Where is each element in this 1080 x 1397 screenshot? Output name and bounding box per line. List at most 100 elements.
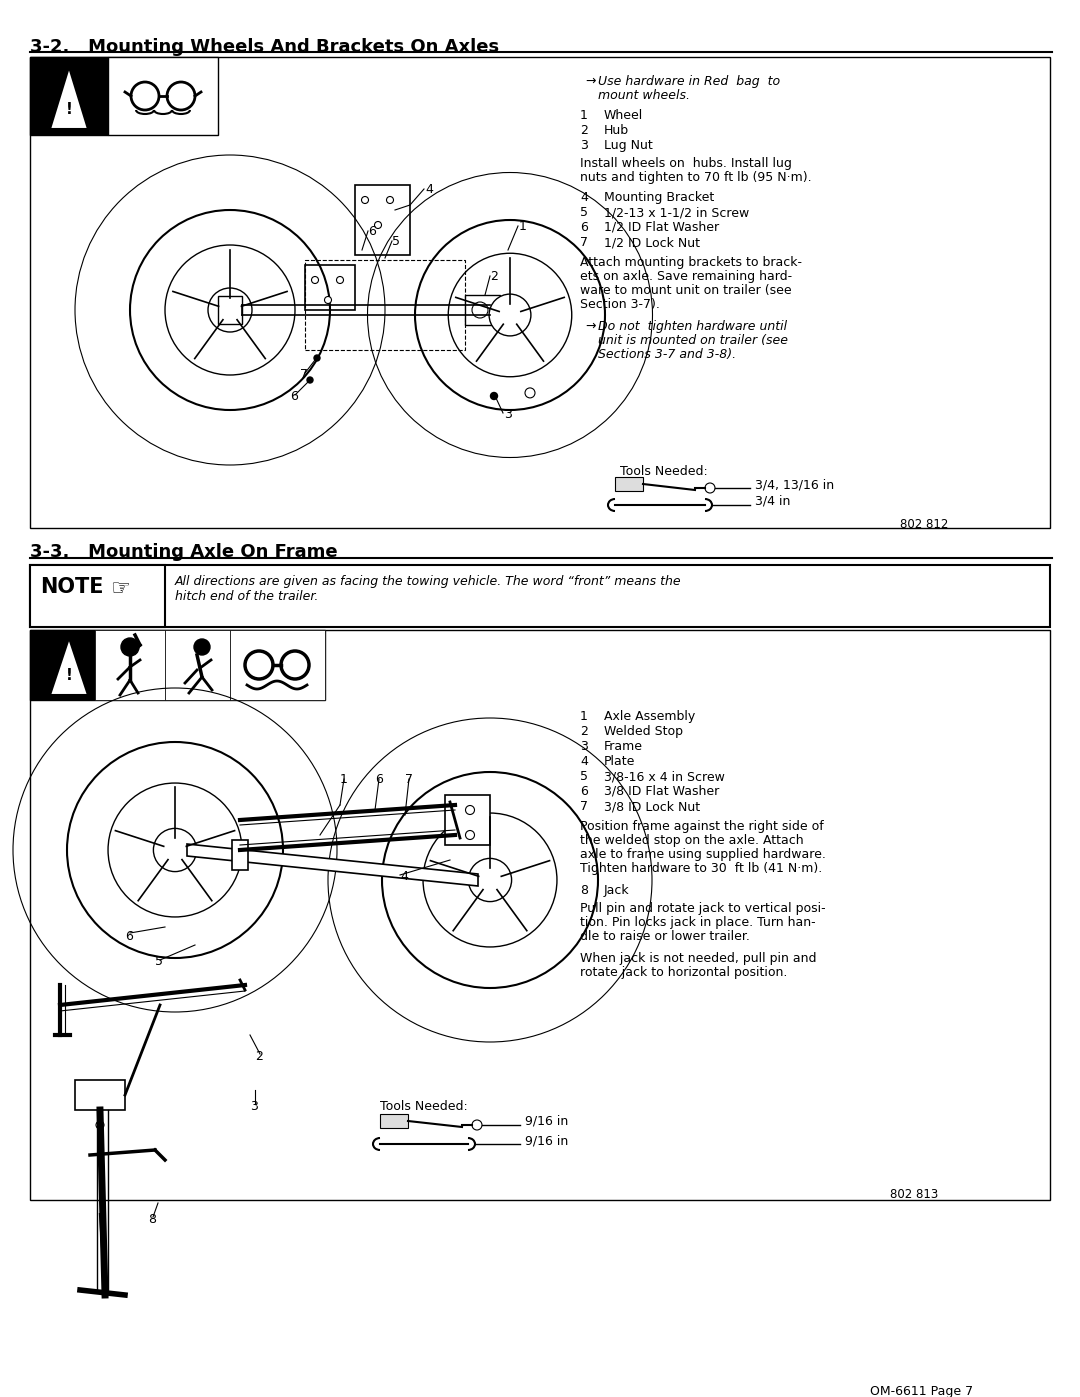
Text: Jack: Jack (604, 884, 630, 897)
Bar (355, 184, 410, 256)
Bar (445, 795, 490, 845)
Polygon shape (50, 638, 87, 694)
Bar (165, 630, 230, 700)
Text: 7: 7 (405, 773, 413, 787)
Text: Section 3-7).: Section 3-7). (580, 298, 660, 312)
Text: 5: 5 (580, 205, 588, 219)
Text: 7: 7 (580, 800, 588, 813)
Bar (218, 296, 242, 324)
Polygon shape (50, 67, 87, 129)
Text: Position frame against the right side of: Position frame against the right side of (580, 820, 824, 833)
Text: 3/8 ID Flat Washer: 3/8 ID Flat Washer (604, 785, 719, 798)
Text: 8: 8 (580, 884, 588, 897)
Bar (305, 265, 355, 310)
Bar (30, 630, 325, 700)
Text: →: → (585, 320, 595, 332)
Text: 2: 2 (580, 725, 588, 738)
Text: nuts and tighten to 70 ft lb (95 N·m).: nuts and tighten to 70 ft lb (95 N·m). (580, 170, 812, 184)
Text: 2: 2 (490, 270, 498, 284)
Text: 6: 6 (125, 930, 133, 943)
Bar (30, 564, 165, 627)
Text: 1/2 ID Lock Nut: 1/2 ID Lock Nut (604, 236, 700, 249)
Text: 6: 6 (580, 785, 588, 798)
Text: 3: 3 (504, 408, 512, 420)
Text: 3-3.   Mounting Axle On Frame: 3-3. Mounting Axle On Frame (30, 543, 338, 562)
Circle shape (194, 638, 210, 655)
Text: Pull pin and rotate jack to vertical posi-: Pull pin and rotate jack to vertical pos… (580, 902, 825, 915)
Text: 802 813: 802 813 (890, 1187, 939, 1201)
Text: 7: 7 (300, 367, 308, 381)
Text: Attach mounting brackets to brack-: Attach mounting brackets to brack- (580, 256, 802, 270)
Bar (108, 57, 218, 136)
Text: 7: 7 (580, 236, 588, 249)
Text: 3/8 ID Lock Nut: 3/8 ID Lock Nut (604, 800, 700, 813)
Circle shape (337, 277, 343, 284)
Ellipse shape (489, 295, 531, 335)
Circle shape (387, 197, 393, 204)
Text: mount wheels.: mount wheels. (598, 89, 690, 102)
Text: axle to frame using supplied hardware.: axle to frame using supplied hardware. (580, 848, 826, 861)
Text: ware to mount unit on trailer (see: ware to mount unit on trailer (see (580, 284, 792, 298)
Text: ☞: ☞ (110, 578, 130, 599)
Text: 4: 4 (426, 183, 433, 196)
Bar (380, 1113, 408, 1127)
Text: 4: 4 (580, 754, 588, 768)
Circle shape (324, 296, 332, 303)
Ellipse shape (208, 288, 252, 332)
Text: 8: 8 (148, 1213, 156, 1227)
Text: 6: 6 (368, 225, 376, 237)
Text: 6: 6 (291, 390, 298, 402)
Text: the welded stop on the axle. Attach: the welded stop on the axle. Attach (580, 834, 804, 847)
Text: 1: 1 (519, 219, 527, 233)
Text: 3: 3 (249, 1099, 258, 1113)
Bar (30, 57, 108, 136)
Text: 1/2-13 x 1-1/2 in Screw: 1/2-13 x 1-1/2 in Screw (604, 205, 750, 219)
Text: !: ! (66, 668, 72, 683)
Text: Lug Nut: Lug Nut (604, 138, 652, 152)
Text: 4: 4 (400, 870, 408, 883)
Text: Mounting Bracket: Mounting Bracket (604, 191, 714, 204)
Text: Use hardware in Red  bag  to: Use hardware in Red bag to (598, 75, 780, 88)
Ellipse shape (153, 828, 197, 872)
Text: 5: 5 (156, 956, 163, 968)
Circle shape (375, 222, 381, 229)
Text: 5: 5 (580, 770, 588, 782)
Text: 3/8-16 x 4 in Screw: 3/8-16 x 4 in Screw (604, 770, 725, 782)
Circle shape (525, 388, 535, 398)
Text: Tighten hardware to 30  ft lb (41 N·m).: Tighten hardware to 30 ft lb (41 N·m). (580, 862, 822, 875)
Circle shape (362, 197, 368, 204)
Text: dle to raise or lower trailer.: dle to raise or lower trailer. (580, 930, 750, 943)
Bar (465, 295, 500, 326)
Text: 3: 3 (580, 138, 588, 152)
Text: 2: 2 (580, 124, 588, 137)
Text: 1/2 ID Flat Washer: 1/2 ID Flat Washer (604, 221, 719, 235)
Circle shape (307, 377, 313, 383)
Text: 1: 1 (340, 773, 348, 787)
Bar (30, 630, 1050, 1200)
Circle shape (465, 830, 474, 840)
Text: 9/16 in: 9/16 in (525, 1134, 568, 1147)
Text: Axle Assembly: Axle Assembly (604, 710, 696, 724)
Text: Sections 3-7 and 3-8).: Sections 3-7 and 3-8). (598, 348, 737, 360)
Text: Welded Stop: Welded Stop (604, 725, 683, 738)
Circle shape (465, 806, 474, 814)
Text: OM-6611 Page 7: OM-6611 Page 7 (870, 1384, 973, 1397)
Circle shape (472, 302, 488, 319)
Text: 3-2.   Mounting Wheels And Brackets On Axles: 3-2. Mounting Wheels And Brackets On Axl… (30, 38, 499, 56)
Text: Hub: Hub (604, 124, 630, 137)
Text: Tools Needed:: Tools Needed: (620, 465, 707, 478)
Text: 6: 6 (375, 773, 383, 787)
Bar (95, 630, 165, 700)
Polygon shape (187, 844, 478, 886)
Text: unit is mounted on trailer (see: unit is mounted on trailer (see (598, 334, 788, 346)
Text: 802 812: 802 812 (900, 518, 948, 531)
Bar (30, 564, 1050, 627)
Bar (230, 630, 325, 700)
Text: Wheel: Wheel (604, 109, 644, 122)
Text: 9/16 in: 9/16 in (525, 1115, 568, 1127)
Text: Install wheels on  hubs. Install lug: Install wheels on hubs. Install lug (580, 156, 792, 170)
Text: →: → (585, 75, 595, 88)
Text: 1: 1 (580, 109, 588, 122)
Text: 2: 2 (255, 1051, 262, 1063)
Text: !: ! (66, 102, 72, 117)
